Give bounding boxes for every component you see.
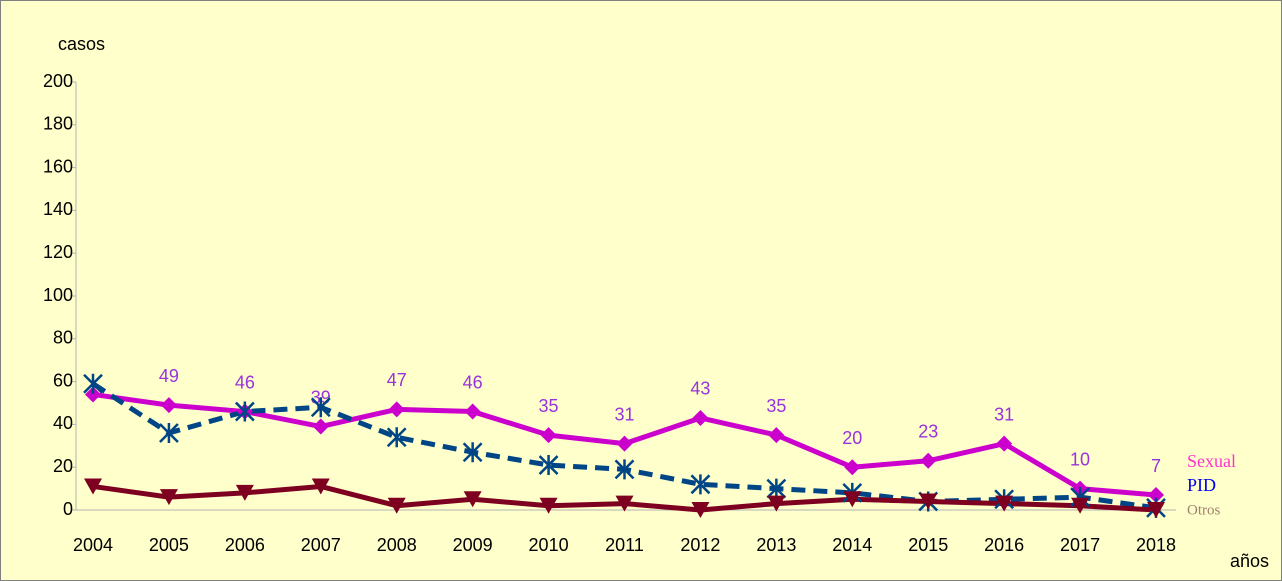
marker bbox=[919, 493, 938, 510]
data-label: 23 bbox=[918, 422, 938, 442]
data-label: 31 bbox=[614, 404, 634, 424]
data-label: 35 bbox=[539, 396, 559, 416]
x-tick-label: 2005 bbox=[149, 535, 189, 555]
marker bbox=[614, 459, 635, 480]
marker bbox=[387, 497, 406, 514]
y-tick-label: 120 bbox=[43, 242, 73, 262]
marker bbox=[844, 459, 861, 476]
marker bbox=[1071, 497, 1090, 514]
y-tick-label: 160 bbox=[43, 156, 73, 176]
y-tick-label: 40 bbox=[53, 413, 73, 433]
x-tick-label: 2008 bbox=[377, 535, 417, 555]
y-tick-label: 0 bbox=[63, 499, 73, 519]
y-tick-label: 60 bbox=[53, 370, 73, 390]
marker bbox=[540, 427, 557, 444]
marker bbox=[691, 502, 710, 518]
marker bbox=[616, 435, 633, 452]
marker bbox=[1147, 502, 1165, 518]
marker bbox=[690, 474, 711, 495]
x-tick-label: 2016 bbox=[984, 535, 1024, 555]
marker bbox=[995, 495, 1014, 512]
x-tick-label: 2014 bbox=[832, 535, 872, 555]
x-tick-label: 2013 bbox=[756, 535, 796, 555]
y-tick-label: 200 bbox=[43, 71, 73, 91]
y-tick-label: 20 bbox=[53, 456, 73, 476]
marker bbox=[538, 455, 559, 476]
y-axis-label: casos bbox=[58, 34, 105, 54]
y-tick-label: 140 bbox=[43, 199, 73, 219]
marker bbox=[159, 489, 178, 506]
legend-label: PID bbox=[1187, 475, 1216, 495]
x-tick-label: 2015 bbox=[908, 535, 948, 555]
legend-label: Sexual bbox=[1187, 451, 1236, 471]
data-label: 43 bbox=[690, 379, 710, 399]
data-label: 47 bbox=[387, 370, 407, 390]
y-tick-label: 180 bbox=[43, 114, 73, 134]
x-axis-label: años bbox=[1230, 551, 1269, 571]
x-tick-label: 2009 bbox=[453, 535, 493, 555]
marker bbox=[692, 409, 709, 426]
marker bbox=[312, 418, 329, 435]
marker bbox=[996, 435, 1013, 452]
y-tick-label: 80 bbox=[53, 328, 73, 348]
marker bbox=[463, 491, 482, 508]
data-label: 35 bbox=[766, 396, 786, 416]
x-tick-label: 2017 bbox=[1060, 535, 1100, 555]
marker bbox=[159, 422, 179, 443]
marker bbox=[1148, 487, 1164, 504]
marker bbox=[310, 397, 331, 418]
x-tick-label: 2010 bbox=[529, 535, 569, 555]
marker bbox=[235, 484, 254, 501]
data-label: 10 bbox=[1070, 449, 1090, 469]
marker bbox=[160, 397, 177, 414]
data-label: 46 bbox=[463, 372, 483, 392]
data-label: 49 bbox=[159, 366, 179, 386]
x-tick-label: 2012 bbox=[680, 535, 720, 555]
marker bbox=[311, 478, 330, 495]
x-tick-label: 2007 bbox=[301, 535, 341, 555]
marker bbox=[388, 401, 405, 418]
marker bbox=[767, 495, 786, 512]
marker bbox=[843, 491, 862, 508]
marker bbox=[84, 478, 102, 495]
marker bbox=[768, 427, 785, 444]
marker bbox=[386, 427, 407, 448]
marker bbox=[85, 386, 101, 403]
marker bbox=[234, 401, 255, 422]
data-label: 46 bbox=[235, 372, 255, 392]
x-tick-label: 2006 bbox=[225, 535, 265, 555]
marker bbox=[615, 495, 634, 512]
marker bbox=[539, 497, 558, 514]
marker bbox=[462, 442, 483, 463]
data-label: 7 bbox=[1151, 456, 1161, 476]
marker bbox=[920, 452, 937, 469]
x-tick-label: 2004 bbox=[73, 535, 113, 555]
marker bbox=[766, 478, 787, 499]
marker bbox=[464, 403, 481, 420]
data-label: 31 bbox=[994, 404, 1014, 424]
marker bbox=[83, 373, 103, 394]
x-tick-label: 2011 bbox=[605, 535, 644, 555]
data-label: 20 bbox=[842, 428, 862, 448]
legend-label: Otros bbox=[1187, 502, 1220, 518]
y-tick-label: 100 bbox=[43, 285, 73, 305]
x-tick-label: 2018 bbox=[1136, 535, 1176, 555]
